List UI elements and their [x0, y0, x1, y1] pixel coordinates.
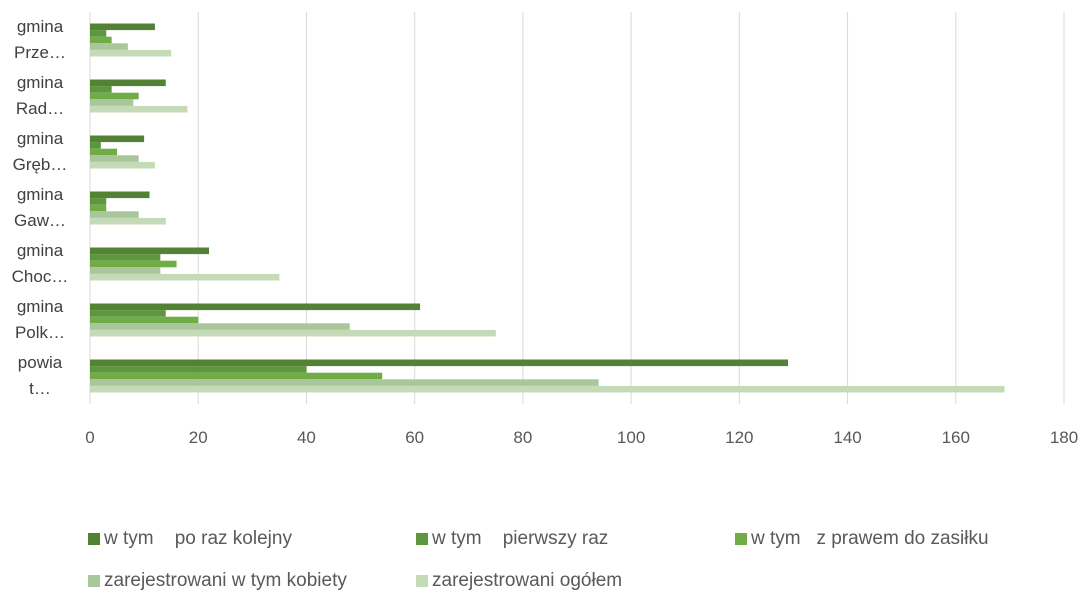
bar: [90, 260, 177, 268]
bar: [90, 316, 199, 324]
bar: [90, 204, 107, 212]
category-label: gmina: [17, 185, 64, 204]
bar: [90, 191, 150, 199]
bar: [90, 92, 139, 100]
x-tick-label: 20: [189, 428, 208, 447]
bar: [90, 198, 107, 205]
legend-label: w tym pierwszy raz: [432, 528, 609, 549]
category-label: t…: [29, 379, 51, 398]
legend-label: w tym po raz kolejny: [104, 528, 292, 549]
bar: [90, 211, 139, 218]
bar: [90, 30, 107, 37]
bar: [90, 359, 789, 367]
bar: [90, 148, 118, 156]
category-label: gmina: [17, 129, 64, 148]
category-label: powia: [18, 353, 63, 372]
legend-swatch: [735, 533, 747, 545]
bar: [90, 142, 101, 149]
bar: [90, 23, 155, 31]
legend: w tym po raz kolejny w tym pierwszy raz w …: [0, 520, 1087, 594]
bar: [90, 155, 139, 162]
legend-label: zarejestrowani w tym kobiety: [104, 570, 347, 591]
bar: [90, 323, 350, 330]
category-label: gmina: [17, 241, 64, 260]
legend-item: zarejestrowani ogółem: [416, 570, 622, 592]
x-tick-label: 80: [513, 428, 532, 447]
legend-item: w tym z prawem do zasiłku: [735, 528, 989, 550]
bar: [90, 372, 383, 380]
legend-swatch: [88, 575, 100, 587]
bar: [90, 273, 280, 281]
x-tick-label: 40: [297, 428, 316, 447]
x-tick-label: 160: [942, 428, 970, 447]
bar: [90, 366, 307, 373]
legend-label: w tym z prawem do zasiłku: [751, 528, 989, 549]
category-label: gmina: [17, 73, 64, 92]
x-tick-label: 100: [617, 428, 645, 447]
category-label: gmina: [17, 297, 64, 316]
legend-swatch: [416, 575, 428, 587]
legend-item: w tym po raz kolejny: [88, 528, 292, 550]
x-tick-label: 0: [85, 428, 94, 447]
x-tick-label: 60: [405, 428, 424, 447]
bars: [90, 23, 1005, 393]
bar: [90, 303, 421, 311]
bar: [90, 379, 599, 386]
bar-chart: gmina Prze… gmina Rad… gmina Gręb… gmina Gaw… gm…: [12, 12, 1078, 447]
bar: [90, 254, 161, 261]
category-labels: gmina Prze… gmina Rad… gmina Gręb… gmina Gaw… gm…: [12, 17, 69, 398]
legend-swatch: [88, 533, 100, 545]
category-label: Gręb…: [13, 155, 68, 174]
bar: [90, 99, 134, 106]
legend-item: zarejestrowani w tym kobiety: [88, 570, 347, 592]
x-tick-label: 140: [833, 428, 861, 447]
bar: [90, 36, 112, 44]
grid-lines: [89, 12, 1065, 404]
bar: [90, 105, 188, 113]
category-label: Choc…: [12, 267, 69, 286]
bar: [90, 161, 155, 169]
bar: [90, 217, 166, 225]
bar: [90, 43, 128, 50]
x-tick-label: 180: [1050, 428, 1078, 447]
bar: [90, 247, 210, 255]
bar: [90, 310, 166, 317]
category-label: Rad…: [16, 99, 64, 118]
category-label: Polk…: [15, 323, 65, 342]
category-label: Prze…: [14, 43, 66, 62]
bar: [90, 267, 161, 274]
legend-item: w tym pierwszy raz: [416, 528, 608, 550]
bar: [90, 86, 112, 93]
x-axis-tick-labels: 0 20 40 60 80 100 120 140 160 180: [85, 428, 1078, 447]
bar: [90, 329, 496, 337]
category-label: Gaw…: [14, 211, 66, 230]
bar: [90, 49, 172, 57]
legend-swatch: [416, 533, 428, 545]
bar: [90, 79, 166, 87]
legend-label: zarejestrowani ogółem: [432, 570, 623, 591]
category-label: gmina: [17, 17, 64, 36]
bar: [90, 135, 145, 143]
x-tick-label: 120: [725, 428, 753, 447]
bar: [90, 385, 1005, 393]
